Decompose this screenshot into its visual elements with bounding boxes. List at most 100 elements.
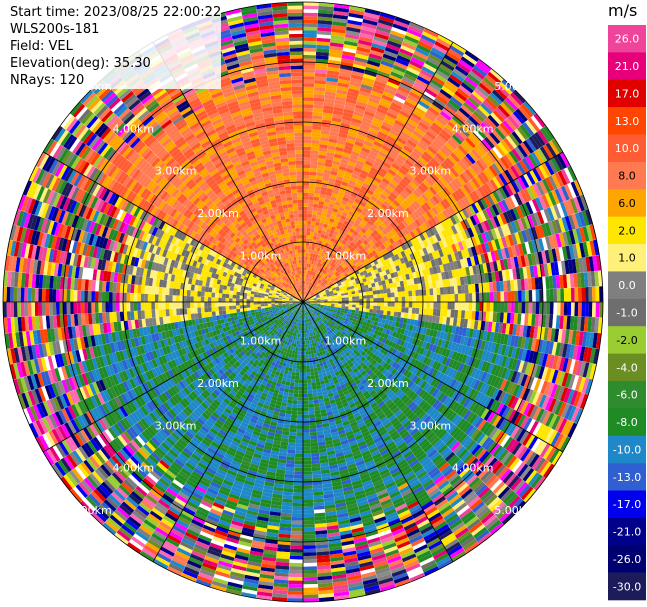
velocity-gate [323, 223, 328, 229]
velocity-gate [307, 217, 312, 222]
velocity-gate [549, 302, 554, 315]
velocity-gate [386, 310, 391, 316]
velocity-gate [319, 219, 325, 224]
velocity-gate [383, 310, 388, 316]
velocity-gate [312, 253, 316, 258]
velocity-gate [328, 52, 342, 58]
velocity-gate [330, 170, 338, 176]
velocity-gate [352, 299, 356, 302]
velocity-gate [414, 313, 419, 321]
velocity-gate [343, 148, 352, 155]
velocity-gate [450, 286, 455, 295]
velocity-gate [345, 297, 349, 300]
velocity-gate [303, 12, 318, 17]
velocity-gate [311, 271, 315, 276]
velocity-gate [357, 157, 367, 164]
velocity-gate [400, 79, 414, 89]
velocity-gate [397, 312, 402, 318]
velocity-gate [314, 228, 319, 233]
velocity-gate [346, 23, 362, 30]
velocity-gate [330, 127, 340, 133]
velocity-gate [353, 111, 364, 118]
velocity-gate [326, 77, 339, 83]
velocity-gate [326, 210, 333, 215]
velocity-gate [311, 452, 320, 458]
velocity-gate [308, 192, 315, 197]
velocity-gate [303, 242, 307, 246]
velocity-gate [340, 199, 348, 206]
velocity-gate [410, 57, 425, 67]
velocity-gate [385, 84, 398, 93]
velocity-gate [390, 306, 395, 312]
velocity-gate [313, 399, 319, 404]
velocity-gate [320, 264, 325, 269]
velocity-gate [303, 86, 315, 91]
velocity-gate [355, 50, 370, 57]
velocity-gate [315, 269, 319, 274]
velocity-gate [465, 302, 469, 311]
velocity-gate [308, 199, 314, 204]
velocity-gate [416, 44, 431, 54]
velocity-gate [369, 150, 379, 158]
velocity-gate [303, 129, 312, 133]
velocity-gate [376, 134, 387, 142]
velocity-gate [350, 74, 364, 81]
velocity-gate [322, 249, 326, 254]
velocity-gate [303, 157, 311, 161]
velocity-gate [325, 87, 337, 93]
velocity-gate [303, 136, 312, 140]
velocity-gate [500, 291, 505, 302]
velocity-gate [324, 250, 329, 255]
velocity-gate [338, 206, 345, 212]
velocity-gate [303, 79, 315, 84]
velocity-gate [393, 95, 406, 104]
velocity-gate [361, 25, 376, 33]
velocity-gate [408, 290, 413, 297]
velocity-gate [332, 17, 348, 24]
velocity-gate [570, 287, 575, 302]
velocity-gate [363, 163, 372, 170]
velocity-gate [306, 288, 308, 293]
velocity-gate [359, 124, 370, 131]
velocity-gate [338, 75, 351, 81]
velocity-gate [313, 196, 320, 201]
velocity-gate [351, 307, 356, 311]
velocity-gate [311, 463, 321, 468]
velocity-gate [412, 53, 427, 63]
velocity-gate [310, 442, 319, 447]
velocity-gate [303, 178, 310, 183]
velocity-gate [390, 102, 403, 111]
velocity-gate [303, 160, 311, 165]
velocity-gate [320, 130, 330, 135]
velocity-gate [317, 30, 332, 36]
velocity-gate [507, 291, 512, 302]
velocity-gate [329, 199, 336, 205]
velocity-gate [464, 284, 469, 294]
velocity-gate [412, 302, 416, 308]
velocity-gate [315, 62, 328, 67]
velocity-gate [311, 221, 316, 226]
velocity-gate [322, 227, 327, 232]
velocity-gate [303, 33, 317, 38]
velocity-gate [359, 150, 369, 157]
velocity-gate [391, 68, 405, 77]
velocity-gate [314, 371, 319, 376]
velocity-gate [339, 125, 350, 132]
velocity-gate [425, 308, 430, 316]
velocity-gate [376, 25, 392, 34]
velocity-gate [394, 61, 408, 70]
velocity-gate [314, 406, 321, 411]
velocity-gate [408, 296, 413, 302]
velocity-gate [377, 104, 389, 112]
velocity-gate [341, 58, 355, 64]
velocity-gate [322, 238, 327, 243]
velocity-gate [335, 96, 347, 102]
velocity-gate [303, 114, 313, 119]
velocity-gate [312, 239, 317, 244]
velocity-gate [323, 234, 329, 240]
velocity-gate [333, 10, 349, 17]
velocity-gate [307, 206, 313, 211]
velocity-gate [304, 295, 306, 299]
velocity-gate [360, 169, 369, 177]
velocity-gate [312, 210, 318, 215]
